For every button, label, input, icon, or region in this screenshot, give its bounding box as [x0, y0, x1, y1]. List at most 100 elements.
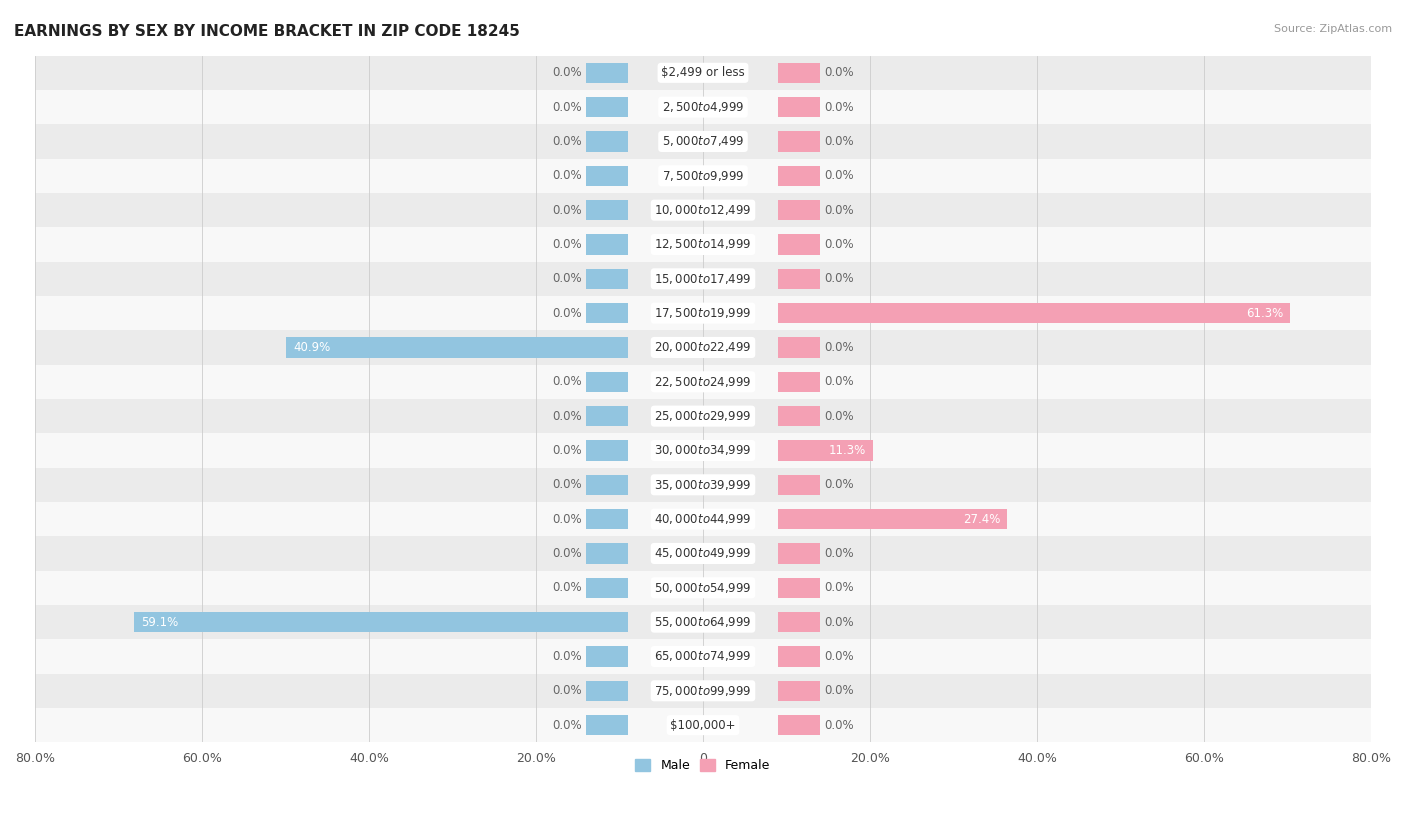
Text: 0.0%: 0.0% — [553, 650, 582, 663]
Text: 0.0%: 0.0% — [824, 650, 853, 663]
Bar — [778, 131, 820, 152]
Bar — [35, 55, 1371, 90]
Text: $5,000 to $7,499: $5,000 to $7,499 — [662, 134, 744, 149]
Bar — [586, 131, 628, 152]
Text: 0.0%: 0.0% — [824, 478, 853, 491]
Text: 0.0%: 0.0% — [824, 547, 853, 560]
Text: 0.0%: 0.0% — [824, 238, 853, 251]
Bar — [586, 200, 628, 220]
Bar — [135, 612, 628, 633]
Text: $25,000 to $29,999: $25,000 to $29,999 — [654, 409, 752, 423]
Text: 0.0%: 0.0% — [553, 478, 582, 491]
Text: 0.0%: 0.0% — [824, 341, 853, 354]
Text: $100,000+: $100,000+ — [671, 719, 735, 732]
Text: Source: ZipAtlas.com: Source: ZipAtlas.com — [1274, 24, 1392, 34]
Bar — [35, 537, 1371, 571]
Bar — [586, 406, 628, 427]
Bar — [35, 571, 1371, 605]
Bar — [778, 166, 820, 186]
Legend: Male, Female: Male, Female — [630, 754, 776, 777]
Text: 0.0%: 0.0% — [553, 203, 582, 216]
Bar — [35, 262, 1371, 296]
Text: 0.0%: 0.0% — [553, 581, 582, 594]
Bar — [778, 440, 873, 461]
Bar — [35, 124, 1371, 159]
Text: 0.0%: 0.0% — [553, 307, 582, 320]
Bar — [586, 234, 628, 254]
Text: $35,000 to $39,999: $35,000 to $39,999 — [654, 478, 752, 492]
Text: 0.0%: 0.0% — [553, 685, 582, 698]
Bar — [35, 365, 1371, 399]
Bar — [778, 406, 820, 427]
Bar — [778, 475, 820, 495]
Bar — [586, 509, 628, 529]
Text: 0.0%: 0.0% — [553, 410, 582, 423]
Text: $12,500 to $14,999: $12,500 to $14,999 — [654, 237, 752, 251]
Bar — [778, 646, 820, 667]
Text: $17,500 to $19,999: $17,500 to $19,999 — [654, 307, 752, 320]
Bar — [586, 63, 628, 83]
Text: $15,000 to $17,499: $15,000 to $17,499 — [654, 272, 752, 286]
Text: $50,000 to $54,999: $50,000 to $54,999 — [654, 580, 752, 595]
Bar — [35, 228, 1371, 262]
Bar — [35, 708, 1371, 742]
Bar — [778, 509, 1007, 529]
Text: 0.0%: 0.0% — [824, 719, 853, 732]
Bar — [35, 193, 1371, 228]
Text: 0.0%: 0.0% — [553, 169, 582, 182]
Text: 27.4%: 27.4% — [963, 513, 1000, 526]
Text: 0.0%: 0.0% — [553, 376, 582, 389]
Text: 0.0%: 0.0% — [824, 376, 853, 389]
Text: $55,000 to $64,999: $55,000 to $64,999 — [654, 615, 752, 629]
Text: $7,500 to $9,999: $7,500 to $9,999 — [662, 169, 744, 183]
Bar — [35, 296, 1371, 330]
Text: $75,000 to $99,999: $75,000 to $99,999 — [654, 684, 752, 698]
Text: $2,500 to $4,999: $2,500 to $4,999 — [662, 100, 744, 114]
Text: 11.3%: 11.3% — [828, 444, 866, 457]
Bar — [586, 166, 628, 186]
Text: 0.0%: 0.0% — [824, 615, 853, 628]
Bar — [586, 303, 628, 324]
Bar — [586, 97, 628, 117]
Text: 0.0%: 0.0% — [553, 135, 582, 148]
Text: 61.3%: 61.3% — [1246, 307, 1284, 320]
Bar — [778, 337, 820, 358]
Text: $10,000 to $12,499: $10,000 to $12,499 — [654, 203, 752, 217]
Bar — [35, 502, 1371, 537]
Text: $2,499 or less: $2,499 or less — [661, 67, 745, 80]
Bar — [778, 97, 820, 117]
Bar — [586, 475, 628, 495]
Text: 0.0%: 0.0% — [553, 67, 582, 80]
Text: 0.0%: 0.0% — [824, 410, 853, 423]
Bar — [35, 639, 1371, 674]
Text: 0.0%: 0.0% — [824, 135, 853, 148]
Bar — [586, 440, 628, 461]
Bar — [586, 680, 628, 701]
Bar — [586, 372, 628, 392]
Bar — [287, 337, 628, 358]
Text: EARNINGS BY SEX BY INCOME BRACKET IN ZIP CODE 18245: EARNINGS BY SEX BY INCOME BRACKET IN ZIP… — [14, 24, 520, 39]
Bar — [586, 268, 628, 289]
Bar — [778, 372, 820, 392]
Bar — [35, 399, 1371, 433]
Bar — [586, 543, 628, 563]
Text: 59.1%: 59.1% — [141, 615, 179, 628]
Bar — [778, 303, 1291, 324]
Text: 0.0%: 0.0% — [824, 101, 853, 114]
Text: $20,000 to $22,499: $20,000 to $22,499 — [654, 341, 752, 354]
Bar — [778, 234, 820, 254]
Text: 0.0%: 0.0% — [824, 169, 853, 182]
Bar — [778, 268, 820, 289]
Bar — [778, 63, 820, 83]
Bar — [778, 612, 820, 633]
Text: 0.0%: 0.0% — [824, 67, 853, 80]
Text: 0.0%: 0.0% — [824, 685, 853, 698]
Text: 0.0%: 0.0% — [553, 547, 582, 560]
Bar — [778, 543, 820, 563]
Text: 0.0%: 0.0% — [553, 444, 582, 457]
Text: 0.0%: 0.0% — [824, 272, 853, 285]
Text: 0.0%: 0.0% — [553, 101, 582, 114]
Text: $45,000 to $49,999: $45,000 to $49,999 — [654, 546, 752, 560]
Text: $40,000 to $44,999: $40,000 to $44,999 — [654, 512, 752, 526]
Text: $22,500 to $24,999: $22,500 to $24,999 — [654, 375, 752, 389]
